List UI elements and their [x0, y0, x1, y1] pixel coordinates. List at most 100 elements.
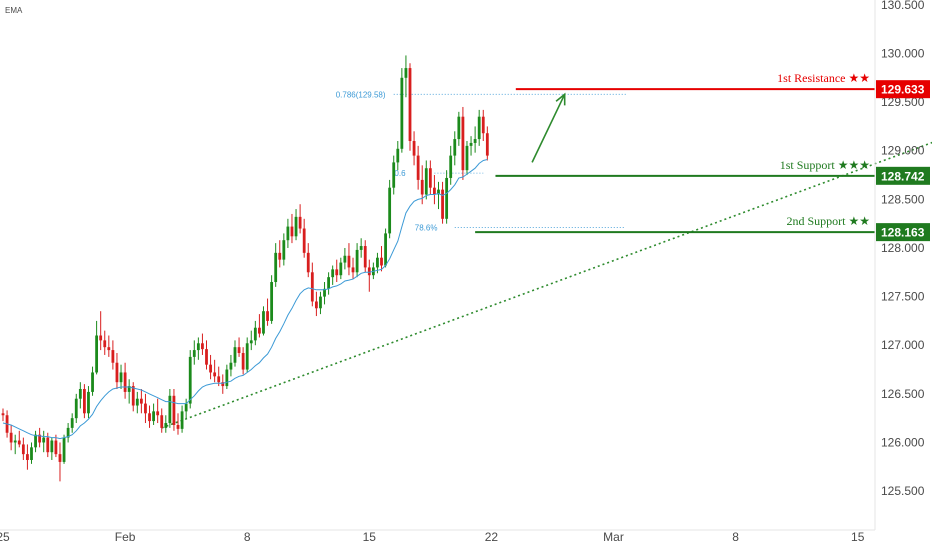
- candle-body: [245, 343, 249, 370]
- candle-body: [83, 388, 86, 414]
- candle: [294, 209, 298, 241]
- candle-body: [290, 226, 294, 237]
- candle: [38, 427, 42, 448]
- candle: [485, 126, 489, 161]
- candle: [359, 238, 363, 258]
- candle-body: [400, 77, 404, 149]
- candle: [380, 246, 383, 272]
- candle-body: [253, 327, 257, 341]
- candle: [83, 384, 86, 419]
- price-tick-label: 129.000: [881, 144, 925, 158]
- candle: [367, 259, 371, 292]
- candle: [13, 434, 17, 455]
- candle: [237, 337, 241, 357]
- candle: [428, 160, 432, 195]
- price-badge: [876, 166, 930, 185]
- candle: [339, 257, 343, 280]
- candle: [416, 145, 420, 190]
- candle-body: [314, 301, 318, 309]
- candle-body: [184, 403, 188, 412]
- candle-body: [461, 116, 465, 171]
- candle-body: [335, 269, 339, 276]
- candle-body: [339, 262, 343, 276]
- candle: [87, 386, 90, 419]
- price-tick-label: 125.500: [881, 484, 925, 498]
- candle-body: [144, 403, 147, 414]
- candle-body: [103, 340, 107, 348]
- candle-body: [384, 233, 387, 266]
- candle: [139, 388, 143, 414]
- candle: [42, 430, 46, 453]
- candle-body: [201, 343, 204, 350]
- candle: [119, 364, 123, 389]
- candle: [306, 243, 310, 278]
- candle-body: [449, 155, 453, 178]
- candle: [298, 204, 302, 234]
- candle: [66, 423, 70, 443]
- candle: [400, 68, 404, 153]
- candle-body: [213, 372, 217, 377]
- candle: [209, 354, 212, 380]
- candle-body: [196, 343, 200, 351]
- candle-body: [477, 116, 481, 140]
- candle-body: [469, 142, 473, 146]
- candle-body: [70, 418, 74, 428]
- level-label: 2nd Support ★★: [786, 214, 870, 228]
- candle-body: [343, 255, 347, 263]
- candle-body: [17, 440, 21, 445]
- candle-body: [266, 311, 269, 321]
- candle: [205, 340, 208, 370]
- candle: [465, 141, 469, 176]
- candle: [363, 240, 367, 273]
- candle-body: [485, 133, 489, 156]
- candle-body: [237, 347, 241, 354]
- level-label: 1st Support ★★★: [780, 158, 870, 172]
- candle: [323, 282, 326, 305]
- candle: [95, 320, 99, 375]
- candle-body: [58, 454, 62, 462]
- candle-body: [119, 372, 123, 383]
- candle-body: [217, 376, 221, 383]
- candle-body: [310, 272, 314, 302]
- candle-body: [91, 372, 94, 392]
- candle: [103, 330, 107, 355]
- candle: [221, 374, 225, 394]
- candle: [70, 413, 74, 433]
- candle: [433, 175, 436, 205]
- price-badge-label: 128.163: [881, 226, 925, 240]
- candle-body: [355, 249, 359, 273]
- price-badges-layer: 129.633 128.742 128.163: [876, 80, 930, 242]
- candle: [327, 272, 330, 295]
- price-tick-label: 127.000: [881, 338, 925, 352]
- candle: [78, 382, 82, 409]
- candle-body: [1, 413, 5, 416]
- candle: [160, 408, 164, 433]
- candle-body: [306, 252, 310, 273]
- candle-body: [54, 440, 58, 455]
- time-tick-label: 15: [363, 530, 377, 544]
- levels-layer: 1st Resistance ★★ 1st Support ★★★ 2nd Supp…: [475, 71, 875, 234]
- candle-body: [209, 364, 212, 373]
- candle: [266, 298, 269, 326]
- candle-body: [160, 415, 164, 428]
- candle-body: [408, 68, 412, 142]
- candle: [180, 405, 184, 433]
- candle: [473, 126, 477, 153]
- candle: [282, 233, 286, 266]
- candle: [99, 311, 103, 351]
- candle-body: [428, 168, 432, 188]
- candle-body: [319, 296, 322, 309]
- candle-body: [168, 395, 172, 424]
- candle-body: [123, 372, 127, 392]
- candle: [319, 291, 322, 315]
- price-tick-label: 130.000: [881, 46, 925, 60]
- candle: [135, 391, 139, 414]
- candle: [461, 106, 465, 180]
- candle: [469, 136, 473, 156]
- candle-body: [367, 267, 371, 276]
- candle: [335, 259, 339, 283]
- candle-body: [327, 277, 330, 289]
- candle-body: [404, 68, 408, 78]
- candle-body: [420, 179, 424, 195]
